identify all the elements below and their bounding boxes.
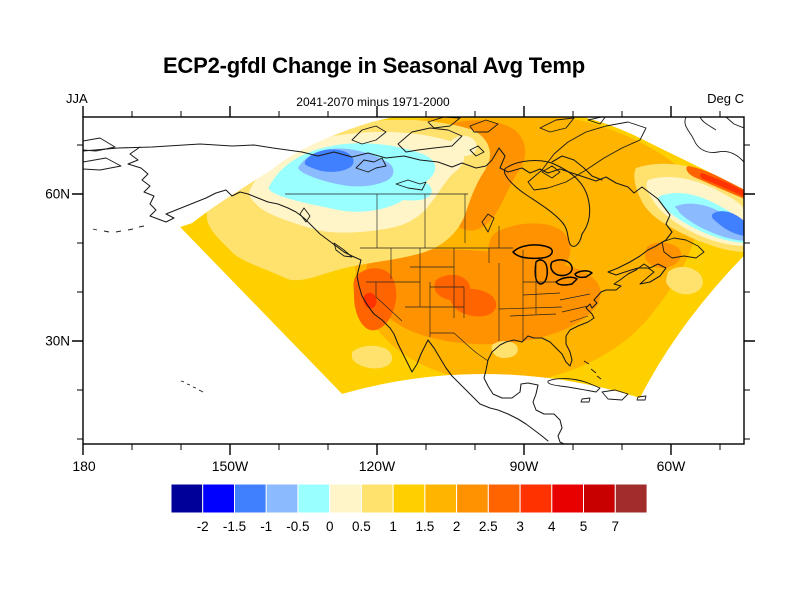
x-tick-label-120w: 120W <box>359 458 396 474</box>
map-area <box>83 117 744 444</box>
great-bear-lake <box>355 157 387 173</box>
lake-winnipeg <box>481 213 495 233</box>
vancouver-island <box>299 207 353 258</box>
x-minor-ticks-bottom <box>131 444 721 450</box>
contour-orange-labrador <box>645 242 682 269</box>
x-tick-label-180: 180 <box>72 458 96 474</box>
x-minor-ticks-top <box>131 111 721 117</box>
contour-pale-newfoundland-east <box>666 266 703 295</box>
colorbar-tick-label: -1 <box>260 519 272 534</box>
contour-red-edge-streak <box>700 173 744 197</box>
colorbar-cell <box>583 483 616 514</box>
contour-lightblue-northeast <box>675 203 744 241</box>
colorbar-cell <box>360 483 394 514</box>
great-slave-lake <box>395 179 427 191</box>
x-tick-label-60w: 60W <box>657 458 687 474</box>
plot-subtitle: 2041-2070 minus 1971-2000 <box>296 95 450 109</box>
colorbar-cell <box>392 483 426 514</box>
colorbar: -2 -1.5 -1 -0.5 0 0.5 1 1.5 2 2.5 3 4 5 … <box>170 483 648 534</box>
newfoundland <box>661 237 705 259</box>
coastlines <box>83 117 744 444</box>
colorbar-cell <box>456 483 489 514</box>
colorbar-tick-label: 0.5 <box>352 519 371 534</box>
y-minor-ticks-right <box>744 144 750 440</box>
great-lakes <box>512 244 593 286</box>
arctic-coast <box>83 143 673 444</box>
colorbar-cell <box>424 483 458 514</box>
x-major-ticks-top <box>82 106 672 117</box>
colorbar-cell <box>551 483 585 514</box>
x-axis-labels: 180 150W 120W 90W 60W <box>72 458 686 474</box>
y-tick-label-30n: 30N <box>45 334 70 349</box>
contour-blue-core-northwest <box>304 149 354 172</box>
colorbar-tick-label: 0 <box>326 519 334 534</box>
axis-ticks <box>72 106 755 455</box>
colorbar-cell <box>614 483 648 514</box>
us-mexico-border <box>453 332 489 362</box>
x-tick-label-150w: 150W <box>212 458 249 474</box>
y-axis-labels: 60N 30N <box>45 187 70 349</box>
colorbar-tick-label: 2 <box>453 519 461 534</box>
colorbar-tick-label: 4 <box>548 519 556 534</box>
colorbar-tick-label: 1.5 <box>416 519 435 534</box>
colorbar-tick-label: 1 <box>389 519 397 534</box>
colorbar-cell <box>265 483 299 514</box>
y-tick-label-60n: 60N <box>45 187 70 202</box>
caribbean-islands <box>547 360 647 403</box>
units-label: Deg C <box>707 91 744 106</box>
us-state-borders <box>366 248 591 341</box>
plot-title: ECP2-gfdl Change in Seasonal Avg Temp <box>163 53 585 78</box>
greenland-coast <box>684 117 744 163</box>
y-major-ticks-right <box>744 193 755 342</box>
contour-pale-texas-coast <box>491 340 518 358</box>
aleutian-islands <box>92 225 145 233</box>
contour-cyan-tongue <box>377 176 432 201</box>
colorbar-cell <box>519 483 553 514</box>
siberia-coast <box>83 137 122 171</box>
colorbar-cell <box>487 483 521 514</box>
colorbar-tick-label: 3 <box>516 519 524 534</box>
contour-fills <box>180 117 744 398</box>
colorbar-cell <box>297 483 331 514</box>
colorbar-tick-label: 7 <box>612 519 620 534</box>
contour-hot-oklahoma <box>450 288 497 317</box>
hudson-bay <box>503 155 603 247</box>
colorbar-cell <box>329 483 363 514</box>
colorbar-cell <box>234 483 267 514</box>
colorbar-tick-label: -0.5 <box>286 519 309 534</box>
colorbar-tick-label: -2 <box>197 519 209 534</box>
y-minor-ticks-left <box>77 144 83 440</box>
colorbar-cell <box>170 483 204 514</box>
pacific-coast <box>127 146 549 442</box>
season-label: JJA <box>66 91 88 106</box>
y-major-ticks-left <box>72 193 83 342</box>
colorbar-tick-label: 5 <box>580 519 588 534</box>
colorbar-tick-label: -1.5 <box>223 519 246 534</box>
canada-province-borders <box>285 193 500 248</box>
colorbar-labels: -2 -1.5 -1 -0.5 0 0.5 1 1.5 2 2.5 3 4 5 … <box>197 519 619 534</box>
plot-frame <box>82 116 745 445</box>
colorbar-tick-label: 2.5 <box>479 519 498 534</box>
contour-pale-south1 <box>352 345 393 369</box>
colorbar-cell <box>202 483 235 514</box>
contour-blue-core-northeast <box>711 211 744 236</box>
x-major-ticks-bottom <box>82 444 672 455</box>
arctic-islands <box>351 117 647 191</box>
x-tick-label-90w: 90W <box>510 458 540 474</box>
hawaii-islands <box>180 380 204 393</box>
